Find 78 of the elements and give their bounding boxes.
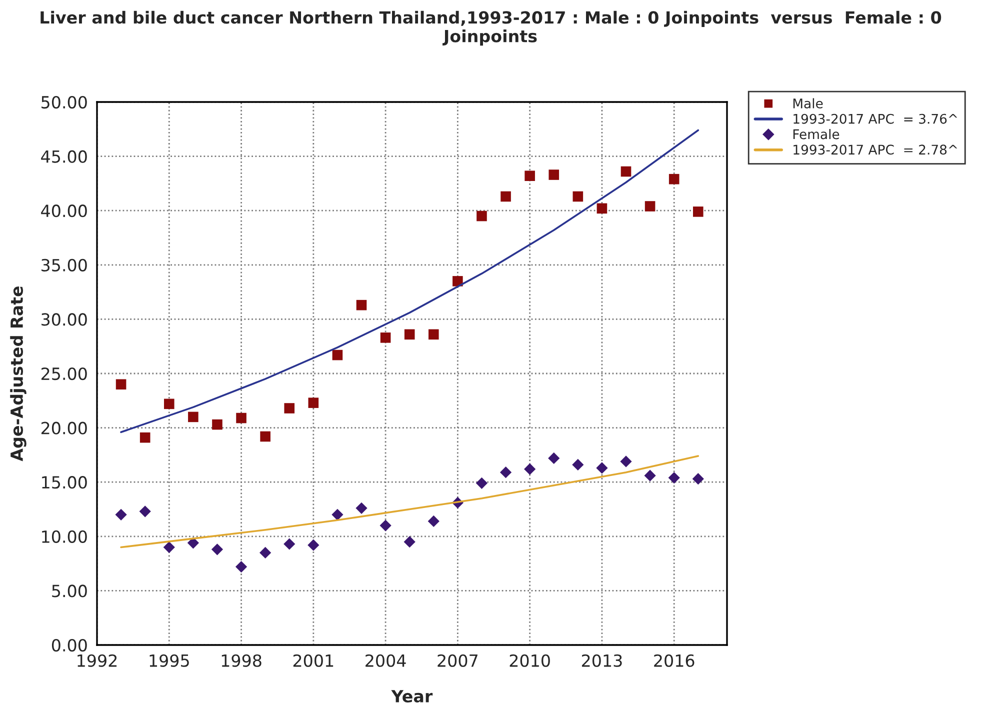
- point: [428, 329, 439, 340]
- y-tick-label: 40.00: [41, 204, 87, 218]
- point: [428, 515, 440, 528]
- x-tick-label: 2016: [654, 654, 694, 667]
- point: [668, 174, 680, 184]
- y-tick-label: 30.00: [42, 313, 87, 326]
- y-tick-label: 20.00: [41, 422, 87, 434]
- line-series: [120, 129, 700, 434]
- point: [620, 456, 632, 468]
- point: [644, 470, 656, 482]
- point: [476, 477, 488, 489]
- point: [284, 403, 295, 414]
- point: [332, 350, 343, 360]
- legend-label: Female: [793, 129, 840, 140]
- point: [236, 412, 246, 424]
- x-tick-label: 2001: [293, 654, 334, 667]
- chart-title: Liver and bile duct cancer Northern Thailand,1993-2017 : Male : 0 Joinpoints versus Female : 0 Joinpoints: [40, 10, 942, 46]
- point: [332, 508, 344, 520]
- x-tick-label: 1992: [78, 654, 117, 667]
- point: [380, 520, 392, 532]
- y-tick-label: 50.00: [42, 96, 87, 109]
- point: [596, 462, 608, 474]
- x-tick-label: 2004: [366, 654, 406, 667]
- point: [380, 332, 391, 343]
- x-axis-title: Year: [391, 690, 433, 703]
- legend-label: 1993-2017 APC = 2.78^: [794, 144, 958, 155]
- x-tick-label: 2013: [582, 654, 622, 667]
- y-tick-label: 15.00: [42, 476, 87, 489]
- point: [524, 463, 536, 475]
- point: [140, 432, 150, 443]
- point: [212, 419, 222, 430]
- y-tick-label: 25.00: [41, 367, 87, 380]
- point: [668, 472, 680, 484]
- y-tick-label: 10.00: [42, 530, 87, 543]
- point: [596, 203, 608, 214]
- point: [308, 398, 319, 408]
- point: [164, 398, 174, 410]
- point: [452, 276, 463, 286]
- point: [548, 170, 560, 180]
- legend-label: Male: [793, 98, 823, 108]
- point: [572, 458, 584, 471]
- point: [211, 544, 224, 556]
- point: [260, 431, 270, 442]
- point: [356, 300, 367, 310]
- point: [163, 541, 175, 554]
- point: [308, 539, 320, 551]
- point: [644, 201, 656, 212]
- point: [572, 191, 584, 202]
- y-tick-label: 0.00: [52, 638, 87, 652]
- point: [404, 329, 415, 340]
- point: [187, 537, 199, 549]
- y-axis-title: Age-Adjusted Rate: [10, 286, 26, 462]
- y-tick-label: 5.00: [52, 584, 87, 598]
- x-tick-label: 1998: [222, 654, 262, 667]
- point: [692, 473, 704, 485]
- point: [116, 379, 126, 390]
- point: [115, 508, 127, 520]
- point: [404, 536, 416, 548]
- y-tick-label: 45.00: [41, 150, 87, 163]
- point: [620, 166, 632, 177]
- point: [692, 206, 704, 217]
- point: [476, 210, 487, 222]
- point: [260, 546, 272, 558]
- legend-label: 1993-2017 APC = 3.76^: [794, 114, 958, 124]
- point: [188, 412, 198, 422]
- x-tick-label: 2010: [510, 654, 550, 667]
- point: [500, 191, 511, 202]
- point: [356, 502, 368, 514]
- point: [548, 452, 560, 464]
- point: [500, 466, 512, 478]
- y-tick-label: 35.00: [42, 258, 87, 272]
- point: [524, 170, 535, 181]
- point: [139, 506, 151, 518]
- x-tick-label: 2007: [438, 654, 478, 667]
- line-series: [120, 455, 700, 548]
- point: [284, 538, 296, 550]
- x-tick-label: 1995: [150, 654, 189, 667]
- point: [235, 561, 248, 573]
